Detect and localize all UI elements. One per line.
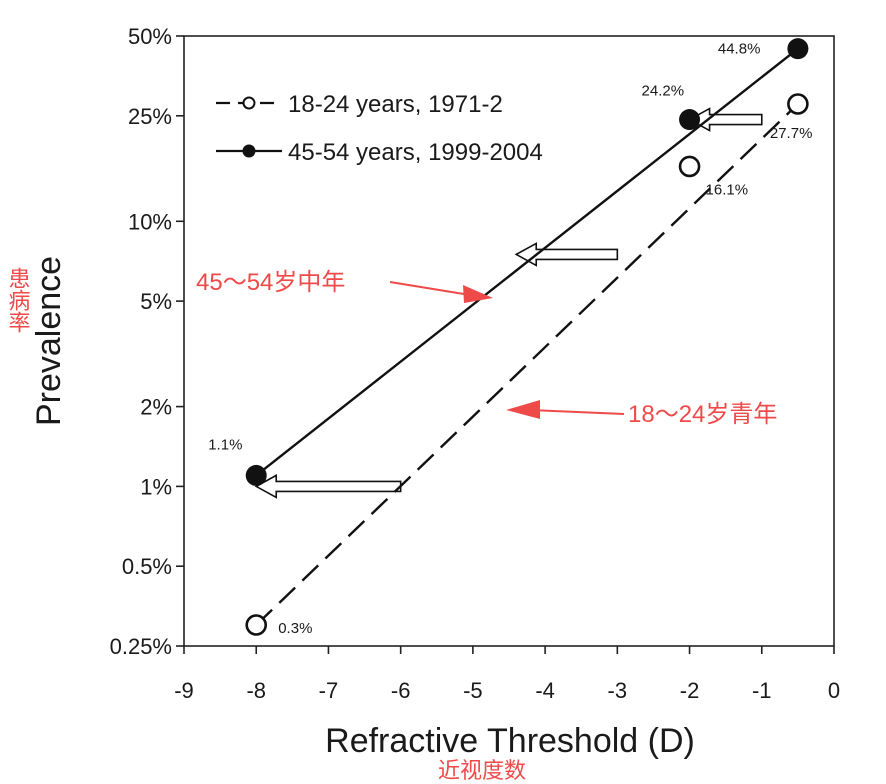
x-axis-cn-label: 近视度数: [438, 758, 526, 783]
red-annotations: 近视度数 患病率 45～54岁中年 18～24岁青年: [6, 267, 778, 783]
point-young: [678, 155, 701, 178]
callout-young-arrowhead: [506, 400, 540, 419]
callout-old-arrow: [389, 281, 471, 296]
y-tick-label: 5%: [140, 289, 172, 314]
legend: 18-24 years, 1971-2 45-54 years, 1999-20…: [216, 91, 543, 166]
shift-arrow: [687, 107, 763, 132]
y-tick-label: 0.5%: [122, 554, 172, 579]
data-label: 16.1%: [706, 181, 749, 198]
x-axis-title: Refractive Threshold (D): [325, 722, 695, 760]
callout-old-label: 45～54岁中年: [196, 269, 345, 296]
y-axis-title: Prevalence: [30, 256, 68, 426]
legend-marker-young: [242, 96, 256, 110]
y-tick-label: 10%: [128, 209, 172, 234]
x-tick-label: -8: [246, 678, 266, 703]
x-tick-label: -1: [752, 678, 772, 703]
plot-frame: [183, 35, 835, 647]
point-young: [787, 93, 809, 115]
shift-arrow: [514, 242, 619, 267]
x-tick-label: -4: [535, 678, 555, 703]
data-labels: 0.3% 16.1% 27.7% 1.1% 24.2% 44.8%: [208, 41, 812, 637]
x-tick-label: -7: [319, 678, 339, 703]
x-axis-ticks: -9 -8 -7 -6 -5 -4 -3 -2 -1 0: [174, 646, 840, 703]
series-lines: [255, 47, 799, 626]
legend-marker-old: [242, 144, 256, 158]
data-label: 1.1%: [208, 436, 242, 453]
point-old: [787, 38, 809, 60]
point-old: [245, 464, 267, 486]
data-label: 24.2%: [642, 83, 685, 100]
x-tick-label: -9: [174, 678, 194, 703]
y-tick-label: 50%: [128, 24, 172, 49]
callout-old-arrowhead: [463, 285, 493, 303]
data-label: 0.3%: [278, 620, 312, 637]
legend-label-old: 45-54 years, 1999-2004: [288, 139, 543, 166]
point-old: [679, 109, 701, 131]
y-axis-ticks: 0.25% 0.5% 1% 2% 5% 10% 25% 50%: [110, 24, 184, 659]
series-line-old: [255, 47, 799, 477]
y-tick-label: 25%: [128, 104, 172, 129]
callout-young-arrow: [529, 409, 625, 415]
x-tick-label: -3: [608, 678, 628, 703]
x-tick-label: -6: [391, 678, 411, 703]
y-axis-cn-label: 患病率: [6, 267, 31, 333]
y-tick-label: 0.25%: [110, 634, 172, 659]
y-tick-label: 1%: [140, 474, 172, 499]
y-tick-label: 2%: [140, 395, 172, 420]
data-label: 27.7%: [770, 125, 813, 142]
shift-arrow: [254, 474, 402, 499]
x-tick-label: 0: [828, 678, 840, 703]
legend-label-young: 18-24 years, 1971-2: [288, 91, 503, 118]
shift-arrows: [254, 107, 763, 499]
data-points: [245, 38, 809, 636]
x-tick-label: -5: [463, 678, 483, 703]
x-tick-label: -2: [680, 678, 700, 703]
series-line-young: [255, 103, 799, 626]
callout-young-label: 18～24岁青年: [628, 401, 777, 428]
data-label: 44.8%: [718, 41, 761, 58]
point-young: [245, 614, 268, 636]
